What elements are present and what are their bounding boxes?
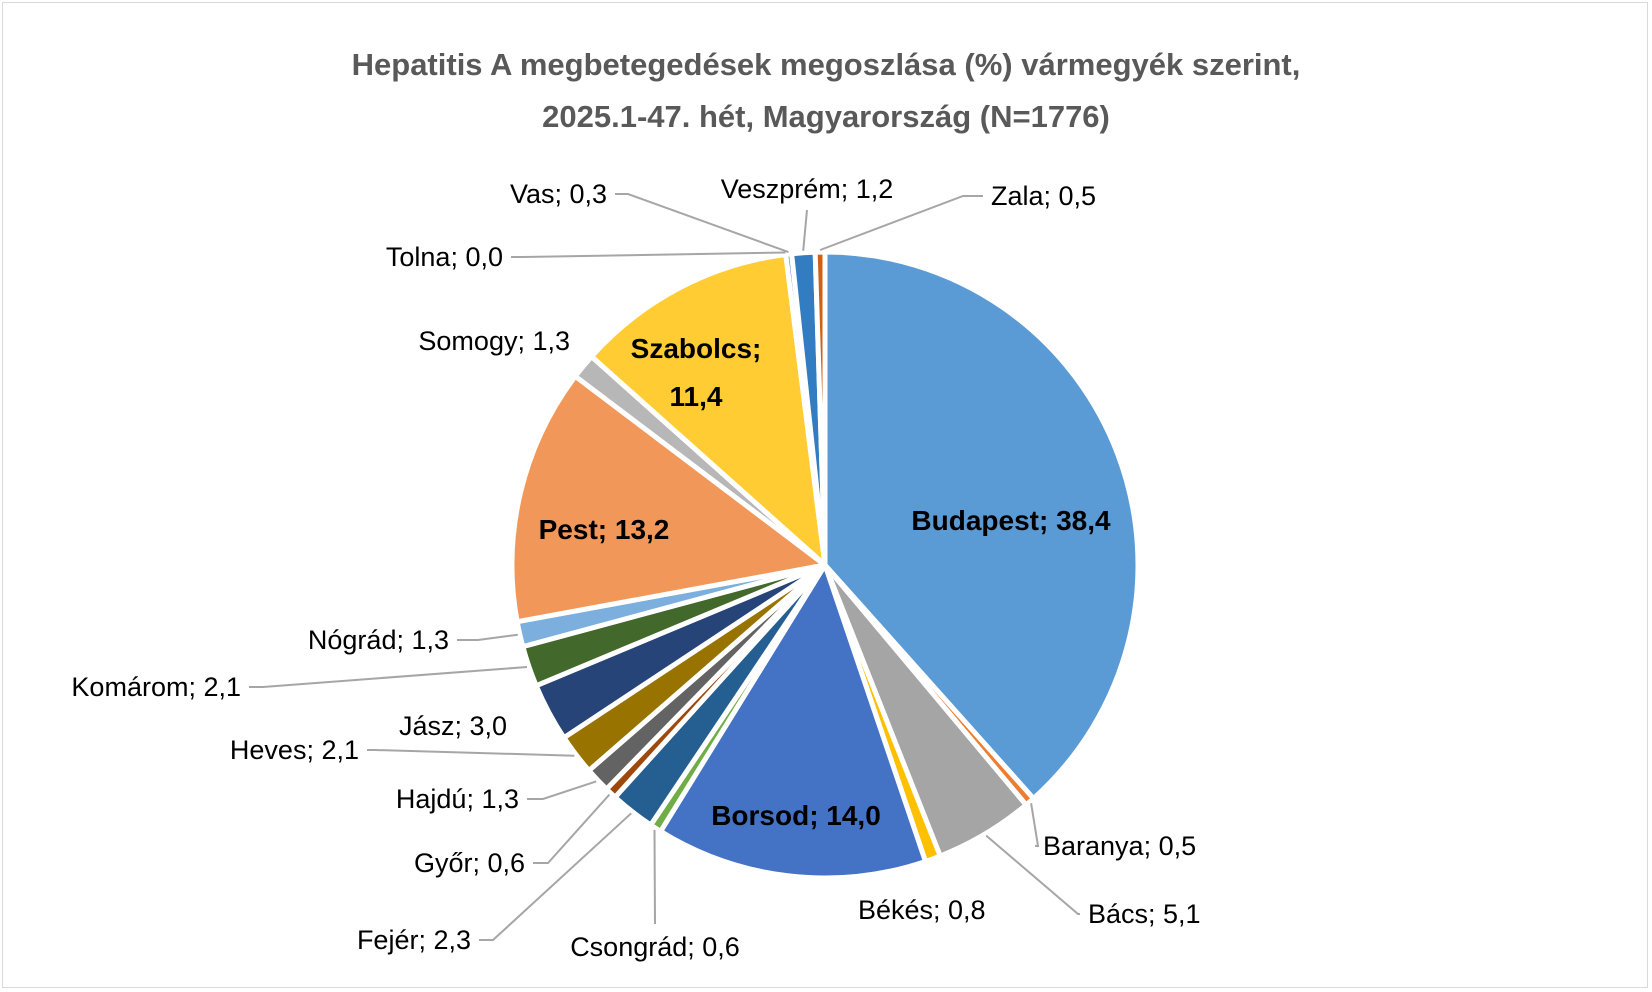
data-label-szabolcs: Szabolcs; 11,4 (631, 333, 762, 412)
leader-lines (249, 193, 1080, 941)
leader-line-veszprem (802, 209, 808, 251)
data-label-vas: Vas; 0,3 (510, 179, 607, 209)
slice-borsod (658, 562, 928, 881)
leader-line-heves (367, 749, 575, 757)
leader-line-hajdu (527, 780, 597, 800)
data-labels: Budapest; 38,4 Baranya; 0,5 Bács; 5,1 Békés… (71, 174, 1200, 962)
leader-line-csongrad (653, 829, 656, 925)
leader-line-nograd (457, 633, 518, 641)
chart-title-line-1: Hepatitis A megbetegedések megoszlása (%… (352, 47, 1301, 82)
data-label-heves: Heves; 2,1 (230, 735, 359, 765)
leader-line-vas (615, 193, 789, 254)
data-label-zala: Zala; 0,5 (991, 181, 1096, 211)
data-label-bacs: Bács; 5,1 (1088, 899, 1201, 929)
slice-pest (509, 373, 828, 625)
leader-line-bacs (985, 834, 1080, 915)
slice-budapest (822, 249, 1141, 801)
data-label-somogy: Somogy; 1,3 (418, 326, 570, 356)
leader-line-komarom (249, 666, 528, 688)
data-label-veszprem: Veszprém; 1,2 (721, 174, 894, 204)
data-label-komarom: Komárom; 2,1 (71, 672, 241, 702)
chart-title-line-2: 2025.1-47. hét, Magyarország (N=1776) (542, 99, 1110, 134)
leader-line-gyor (533, 793, 611, 864)
data-label-csongrad: Csongrád; 0,6 (570, 932, 740, 962)
data-label-baranya: Baranya; 0,5 (1043, 831, 1196, 861)
leader-line-fejer (479, 812, 632, 941)
slice-zala (812, 249, 828, 568)
data-label-fejer: Fejér; 2,3 (357, 925, 471, 955)
data-label-tolna: Tolna; 0,0 (386, 242, 503, 272)
data-label-gyor: Győr; 0,6 (414, 848, 525, 878)
data-label-pest: Pest; 13,2 (539, 514, 670, 545)
leader-line-baranya (1030, 803, 1040, 847)
data-label-borsod: Borsod; 14,0 (711, 800, 881, 831)
data-label-jasz: Jász; 3,0 (399, 711, 507, 741)
data-label-hajdu: Hajdú; 1,3 (396, 784, 519, 814)
data-label-budapest: Budapest; 38,4 (911, 505, 1111, 536)
slice-szabolcs (589, 251, 828, 568)
data-label-bekes: Békés; 0,8 (858, 895, 986, 925)
pie-slices (509, 249, 1141, 881)
leader-line-zala (819, 195, 983, 251)
pie-chart: Hepatitis A megbetegedések megoszlása (%… (71, 47, 1301, 962)
data-label-nograd: Nógrád; 1,3 (308, 625, 449, 655)
leader-line-tolna (511, 251, 786, 258)
